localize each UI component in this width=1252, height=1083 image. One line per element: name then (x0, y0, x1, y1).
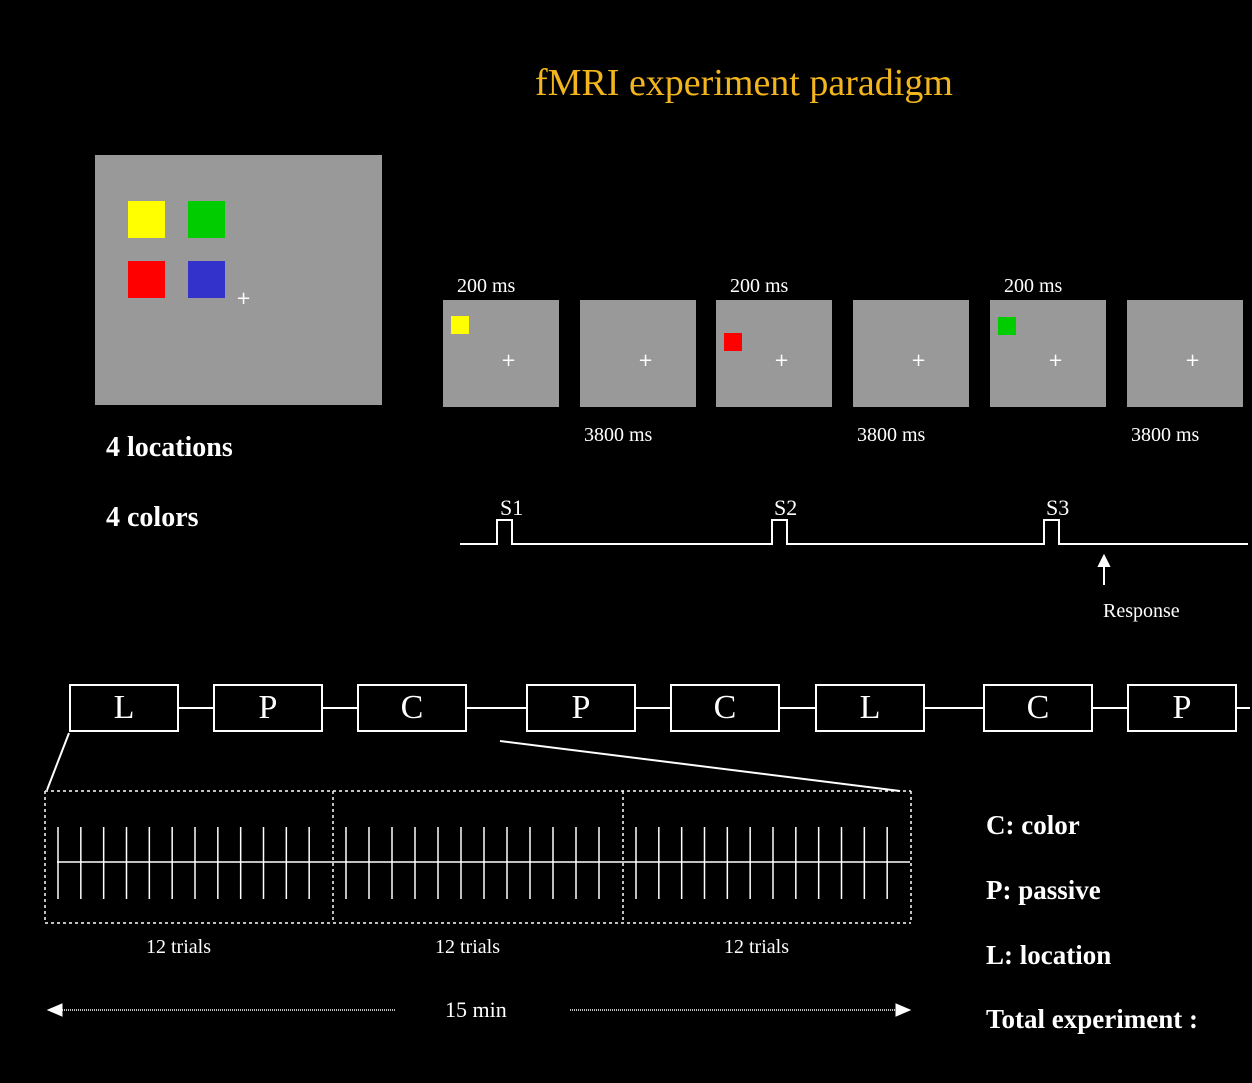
trial-count-label: 12 trials (146, 936, 211, 958)
fixation-frame: + (1127, 300, 1243, 407)
duration-arrow-right-head (895, 1003, 912, 1017)
block-l: L (815, 684, 925, 732)
caption-locations: 4 locations (106, 432, 233, 463)
block-c: C (357, 684, 467, 732)
response-arrow-head (1097, 553, 1111, 567)
block-p: P (526, 684, 636, 732)
trial-count-label: 12 trials (435, 936, 500, 958)
fixation-cross: + (638, 350, 654, 371)
duration-arrow-left-head (46, 1003, 63, 1017)
stimulus-label-s1: S1 (500, 495, 524, 520)
block-p: P (213, 684, 323, 732)
stimulus-label-s2: S2 (774, 495, 798, 520)
duration-3800ms-label: 3800 ms (584, 424, 653, 446)
duration-3800ms-label: 3800 ms (1131, 424, 1200, 446)
legend-total-experiment: Total experiment : (986, 1004, 1198, 1034)
block-c: C (670, 684, 780, 732)
fixation-cross: + (911, 350, 927, 371)
legend-location: L: location (986, 940, 1112, 970)
stimulus-display: + (95, 155, 382, 405)
fixation-cross: + (774, 350, 790, 371)
page-title: fMRI experiment paradigm (535, 62, 953, 104)
stimulus-square (451, 316, 469, 334)
duration-200ms-label: 200 ms (1004, 275, 1063, 297)
stimulus-square-green (188, 201, 225, 238)
stimulus-label-s3: S3 (1046, 495, 1070, 520)
legend-color: C: color (986, 810, 1080, 840)
duration-3800ms-label: 3800 ms (857, 424, 926, 446)
legend-passive: P: passive (986, 875, 1101, 905)
stimulus-square (724, 333, 742, 351)
fixation-cross: + (1185, 350, 1201, 371)
fixation-cross: + (236, 288, 252, 309)
fixation-frame: + (580, 300, 696, 407)
fixation-frame: + (853, 300, 969, 407)
duration-200ms-label: 200 ms (730, 275, 789, 297)
block-c: C (983, 684, 1093, 732)
fixation-cross: + (1048, 350, 1064, 371)
block-p: P (1127, 684, 1237, 732)
stimulus-frame: + (443, 300, 559, 407)
fixation-cross: + (501, 350, 517, 371)
stimulus-square (998, 317, 1016, 335)
stimulus-square-yellow (128, 201, 165, 238)
expansion-line-right (499, 740, 901, 792)
caption-colors: 4 colors (106, 502, 199, 533)
expansion-line-left (46, 732, 70, 791)
timeline-trace (460, 519, 1248, 545)
trial-count-label: 12 trials (724, 936, 789, 958)
stimulus-frame: + (990, 300, 1106, 407)
stimulus-frame: + (716, 300, 832, 407)
stimulus-square-blue (188, 261, 225, 298)
duration-200ms-label: 200 ms (457, 275, 516, 297)
stimulus-square-red (128, 261, 165, 298)
response-label: Response (1103, 600, 1180, 622)
block-l: L (69, 684, 179, 732)
duration-label: 15 min (445, 997, 507, 1022)
